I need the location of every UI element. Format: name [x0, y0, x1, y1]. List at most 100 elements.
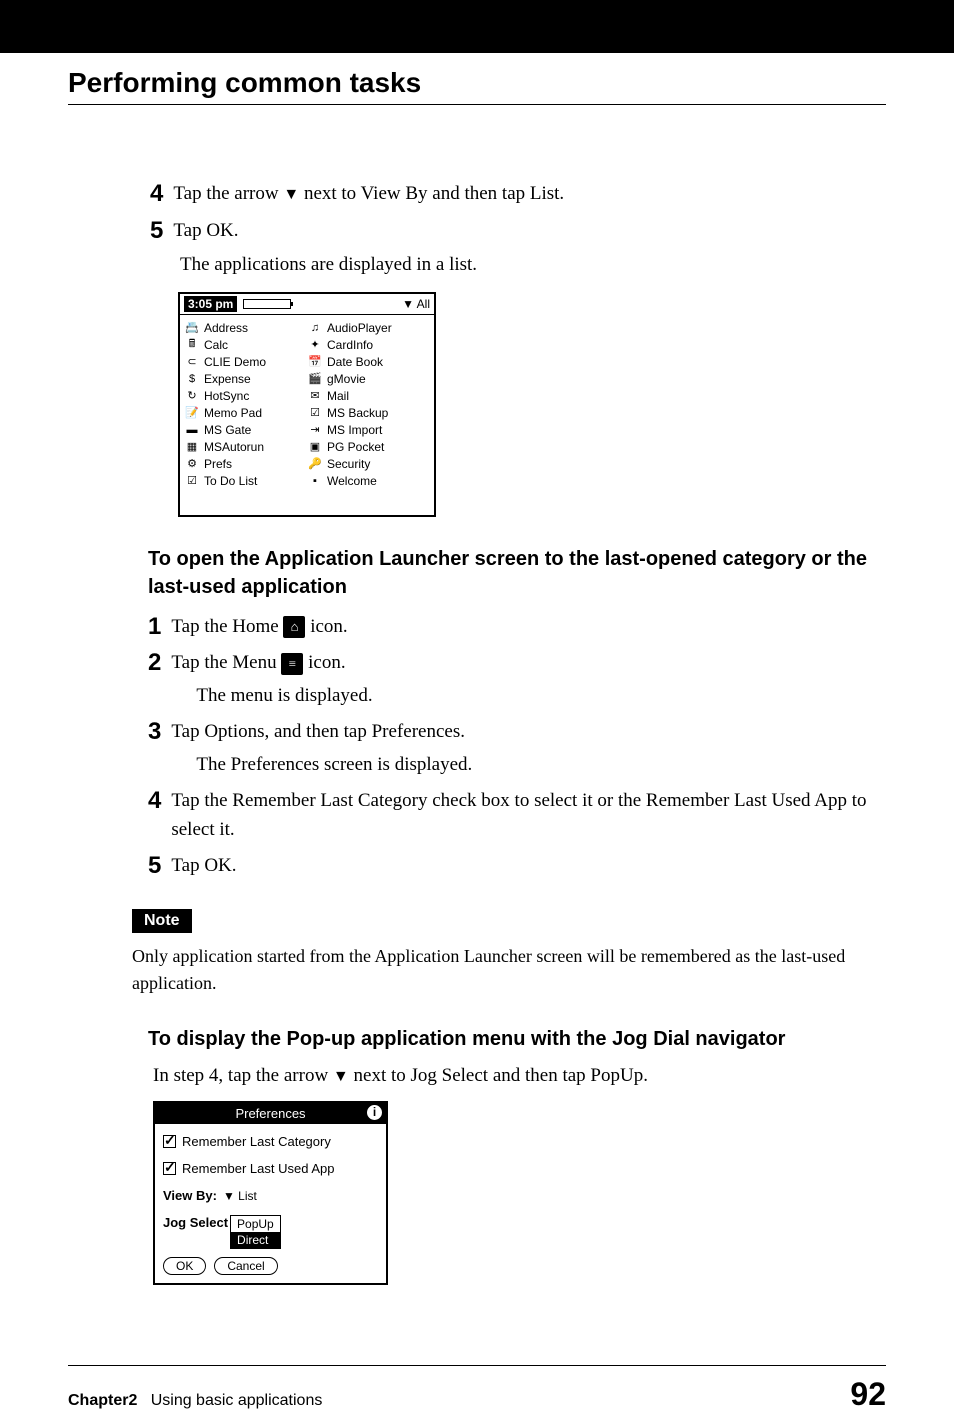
- pda-screenshot: 3:05 pm ▼ All 📇 Address 🖩Calc ⊂ CLIE Demo $ Ex…: [178, 292, 886, 517]
- app-icon: ▦: [184, 440, 200, 454]
- pda-time: 3:05 pm: [184, 296, 237, 312]
- app-name: MSAutorun: [204, 440, 264, 454]
- step-text-post: icon.: [303, 652, 345, 673]
- pda-app-item: ↻ HotSync: [184, 389, 307, 403]
- pda-col-right: ♫AudioPlayer✦CardInfo📅Date Book🎬gMovie✉M…: [307, 321, 430, 491]
- ok-button: OK: [163, 1257, 206, 1275]
- step-num: 5: [150, 217, 163, 246]
- prefs-jogselect: Jog Select PopUp Direct: [163, 1215, 378, 1249]
- pda-topbar: 3:05 pm ▼ All: [180, 294, 434, 315]
- app-name: HotSync: [204, 389, 249, 403]
- step-text: Tap Options, and then tap Preferences.Th…: [171, 718, 886, 779]
- jog-option-direct: Direct: [231, 1232, 280, 1248]
- body2-post: next to Jog Select and then tap PopUp.: [349, 1065, 648, 1086]
- app-name: PG Pocket: [327, 440, 384, 454]
- step-text-post: icon.: [305, 616, 347, 637]
- footer-page: 92: [850, 1376, 886, 1413]
- body2-pre: In step 4, tap the arrow: [153, 1065, 333, 1086]
- app-icon: ↻: [184, 389, 200, 403]
- pda-app-item: 🖩Calc: [184, 338, 307, 352]
- step-text-pre: Tap the Remember Last Category check box…: [171, 790, 866, 840]
- app-icon: ⊂: [184, 355, 200, 369]
- subsection-1-title: To open the Application Launcher screen …: [148, 545, 886, 601]
- step-text: Tap OK.: [173, 217, 886, 246]
- menu-icon: ≡: [281, 653, 303, 675]
- pda-screen: 3:05 pm ▼ All 📇 Address 🖩Calc ⊂ CLIE Demo $ Ex…: [178, 292, 436, 517]
- app-name: Security: [327, 457, 370, 471]
- steps-b: 1Tap the Home ⌂ icon.2Tap the Menu ≡ ico…: [148, 613, 886, 882]
- prefs-title-text: Preferences: [235, 1106, 305, 1121]
- app-icon: 📝: [184, 406, 200, 420]
- note-text: Only application started from the Applic…: [132, 943, 886, 997]
- prefs-chk1: Remember Last Category: [182, 1134, 331, 1149]
- app-icon: 🔑: [307, 457, 323, 471]
- jog-label: Jog Select: [163, 1215, 228, 1230]
- pda-app-item: ⚙Prefs: [184, 457, 307, 471]
- viewby-value: ▼ List: [223, 1189, 257, 1203]
- app-name: Memo Pad: [204, 406, 262, 420]
- app-name: MS Import: [327, 423, 382, 437]
- app-icon: $: [184, 372, 200, 386]
- prefs-buttons: OK Cancel: [163, 1257, 378, 1275]
- step-text: Tap OK.: [171, 852, 886, 881]
- arrow-down-icon: ▼: [333, 1068, 349, 1085]
- pda-app-item: 📇 Address: [184, 321, 307, 335]
- prefs-chk2: Remember Last Used App: [182, 1161, 334, 1176]
- step-num: 4: [148, 787, 161, 816]
- prefs-row-2: Remember Last Used App: [163, 1161, 378, 1176]
- pda-app-item: 🔑 Security: [307, 457, 430, 471]
- app-icon: ▬: [184, 423, 200, 437]
- pda-app-item: ✦ CardInfo: [307, 338, 430, 352]
- pda-app-item: $ Expense: [184, 372, 307, 386]
- subsection-2-title: To display the Pop-up application menu w…: [148, 1025, 886, 1053]
- step-item: 4 Tap the Remember Last Category check bo…: [148, 787, 886, 844]
- app-name: MS Backup: [327, 406, 388, 420]
- pda-app-item: 📅Date Book: [307, 355, 430, 369]
- step-num: 4: [150, 180, 163, 209]
- battery-icon: [243, 299, 291, 309]
- app-name: Date Book: [327, 355, 383, 369]
- prefs-title: Preferences i: [155, 1103, 386, 1124]
- pda-app-item: ☑MS Backup: [307, 406, 430, 420]
- app-name: Expense: [204, 372, 251, 386]
- pda-app-item: ✉Mail: [307, 389, 430, 403]
- pda-app-item: ▦ MSAutorun: [184, 440, 307, 454]
- step-item: 3Tap Options, and then tap Preferences.T…: [148, 718, 886, 779]
- note-badge: Note: [132, 909, 192, 933]
- step-text-pre: Tap the Menu: [171, 652, 281, 673]
- app-name: MS Gate: [204, 423, 251, 437]
- pda-app-item: ▬ MS Gate: [184, 423, 307, 437]
- step-text: Tap the Home ⌂ icon.: [171, 613, 886, 642]
- footer-left: Chapter2 Using basic applications: [68, 1392, 322, 1410]
- body-text-2: In step 4, tap the arrow ▼ next to Jog S…: [153, 1065, 886, 1087]
- app-name: CLIE Demo: [204, 355, 266, 369]
- app-icon: ⚙: [184, 457, 200, 471]
- pda-app-item: ▪Welcome: [307, 474, 430, 488]
- app-name: CardInfo: [327, 338, 373, 352]
- app-name: Address: [204, 321, 248, 335]
- prefs-row-1: Remember Last Category: [163, 1134, 378, 1149]
- app-name: AudioPlayer: [327, 321, 392, 335]
- app-icon: ✦: [307, 338, 323, 352]
- viewby-label: View By:: [163, 1188, 217, 1203]
- step-result-a: The applications are displayed in a list…: [180, 254, 886, 276]
- app-icon: ⇥: [307, 423, 323, 437]
- pda-col-left: 📇 Address 🖩Calc ⊂ CLIE Demo $ Expense ↻ HotSync 📝…: [184, 321, 307, 491]
- arrow-down-icon: ▼: [283, 186, 299, 203]
- step-item: 5Tap OK.: [148, 852, 886, 881]
- text-post: next to View By and then tap List.: [299, 183, 564, 204]
- step-5: 5 Tap OK.: [150, 217, 886, 246]
- home-icon: ⌂: [283, 616, 305, 638]
- step-text-pre: Tap the Home: [171, 616, 283, 637]
- app-icon: 📇: [184, 321, 200, 335]
- app-icon: ✉: [307, 389, 323, 403]
- app-icon: ♫: [307, 321, 323, 335]
- step-4: 4 Tap the arrow ▼ next to View By and th…: [150, 180, 886, 209]
- app-icon: ▪: [307, 474, 323, 488]
- checkbox-checked-icon: [163, 1162, 176, 1175]
- app-name: gMovie: [327, 372, 366, 386]
- step-num: 2: [148, 649, 161, 678]
- step-item: 2Tap the Menu ≡ icon.The menu is display…: [148, 649, 886, 710]
- pda-app-item: 📝 Memo Pad: [184, 406, 307, 420]
- pda-app-item: ▣PG Pocket: [307, 440, 430, 454]
